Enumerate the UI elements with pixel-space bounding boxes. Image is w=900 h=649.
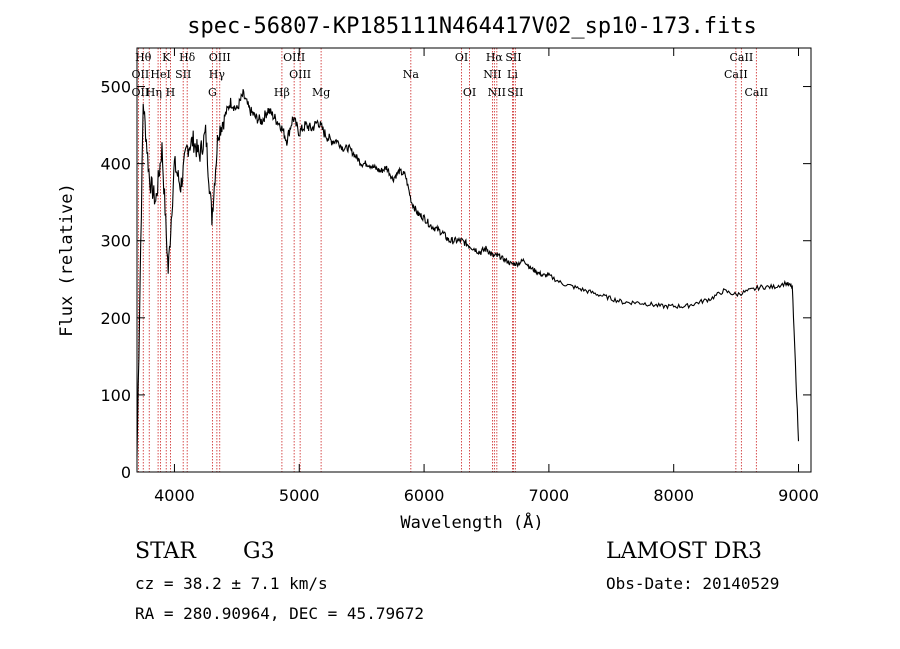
survey-name: LAMOST DR3 [606,539,762,564]
line-label: OIII [289,68,311,81]
line-label: SII [175,68,191,81]
y-axis-label: Flux (relative) [57,183,77,337]
line-label: OI [455,51,468,64]
line-label: Hα [486,51,504,64]
line-label: Hθ [135,51,152,64]
y-tick-label: 100 [100,386,131,405]
line-label: SII [507,86,523,99]
line-label: CaII [724,68,748,81]
coordinates: RA = 280.90964, DEC = 45.79672 [135,604,424,623]
object-subclass: G3 [243,539,275,564]
line-label: OII [132,86,150,99]
spectral-line-markers [138,48,757,472]
object-class: STAR [135,539,197,564]
line-label: Hη [146,86,162,99]
x-tick-label: 6000 [404,486,445,505]
x-axis-ticks: 4000 5000 6000 7000 8000 9000 [154,48,819,505]
line-label: Hδ [179,51,196,64]
y-axis-ticks: 0 100 200 300 400 500 [100,78,811,482]
line-label: NII [483,68,501,81]
line-label: SII [505,51,521,64]
line-label: OIII [209,51,231,64]
x-tick-label: 7000 [529,486,570,505]
line-label: OIII [283,51,305,64]
y-tick-label: 0 [121,463,131,482]
line-label: Na [403,68,420,81]
line-label: OII [132,68,150,81]
line-label: CaII [730,51,754,64]
line-label: K [162,51,171,64]
chart-title: spec-56807-KP185111N464417V02_sp10-173.f… [187,14,757,39]
x-tick-label: 4000 [154,486,195,505]
obs-date: Obs-Date: 20140529 [606,574,779,593]
line-label: Hβ [274,86,290,99]
line-label: G [208,86,217,99]
line-label: NII [488,86,506,99]
line-label: HeI [150,68,170,81]
y-tick-label: 200 [100,309,131,328]
y-tick-label: 500 [100,78,131,97]
x-tick-label: 5000 [279,486,320,505]
plot-frame [136,47,812,473]
x-axis-label: Wavelength (Å) [400,511,543,533]
y-tick-label: 300 [100,232,131,251]
line-label: Mg [312,86,330,99]
x-tick-label: 9000 [778,486,819,505]
y-tick-label: 400 [100,155,131,174]
spectrum-line [136,89,800,457]
line-label: Hγ [209,68,226,81]
redshift-readout: cz = 38.2 ± 7.1 km/s [135,574,328,593]
x-tick-label: 8000 [653,486,694,505]
line-label: Li [507,68,518,81]
line-label: OI [463,86,476,99]
line-label: H [166,86,176,99]
line-label: CaII [744,86,768,99]
